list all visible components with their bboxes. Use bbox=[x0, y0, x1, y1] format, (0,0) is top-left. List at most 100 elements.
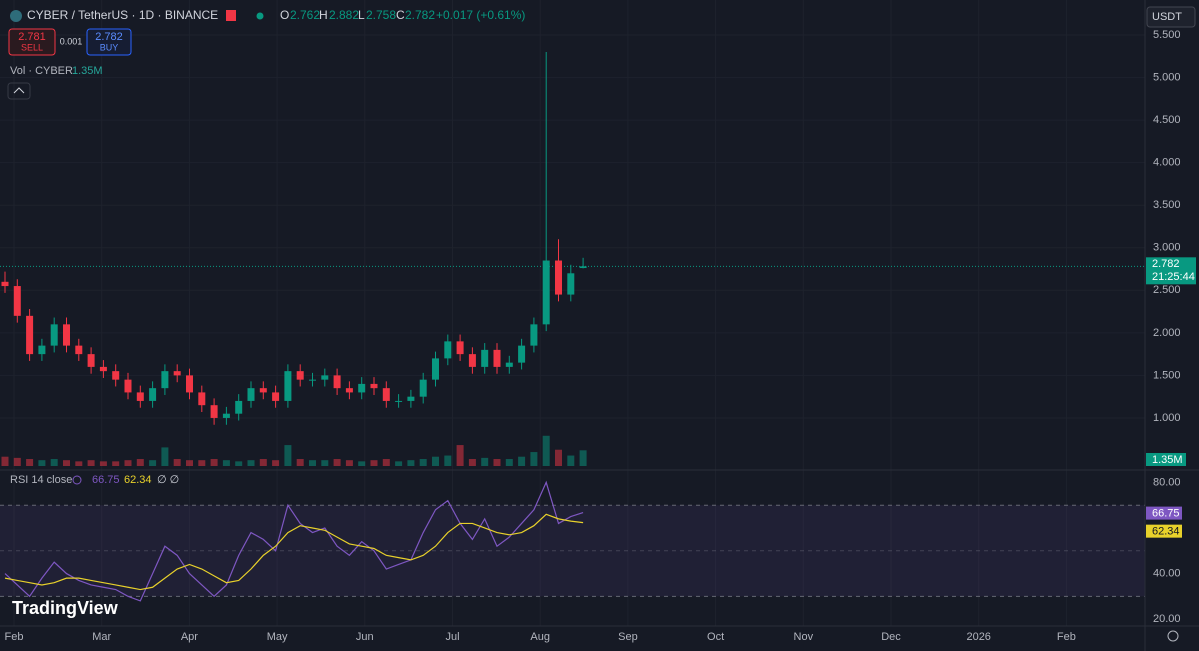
x-tick-label: Mar bbox=[92, 631, 111, 643]
candle-body bbox=[87, 354, 95, 367]
x-tick-label: Jun bbox=[356, 631, 374, 643]
volume-bar bbox=[198, 460, 206, 466]
buy-button[interactable] bbox=[86, 28, 132, 56]
rsi-ma-value: 62.34 bbox=[124, 474, 152, 486]
volume-bar bbox=[50, 459, 58, 466]
candle-body bbox=[173, 371, 181, 376]
y-tick-label: 3.500 bbox=[1153, 199, 1181, 211]
settings-icon[interactable] bbox=[1167, 630, 1179, 642]
volume-bar bbox=[333, 459, 341, 466]
currency-button[interactable] bbox=[1146, 6, 1196, 28]
volume-bar bbox=[284, 445, 292, 466]
candle-body bbox=[555, 260, 562, 295]
y-tick-label: 1.500 bbox=[1153, 369, 1181, 381]
candle-body bbox=[247, 388, 255, 401]
rsi-badge-value: 66.75 bbox=[1152, 508, 1180, 520]
candle-body bbox=[456, 341, 464, 355]
collapse-button[interactable] bbox=[7, 82, 31, 100]
candle-body bbox=[161, 371, 169, 389]
candle-body bbox=[259, 388, 267, 393]
candle-body bbox=[370, 383, 378, 389]
volume-bar bbox=[136, 459, 144, 466]
x-tick-label: Jul bbox=[445, 631, 459, 643]
volume-bar bbox=[1, 456, 9, 466]
x-tick-label: Aug bbox=[530, 631, 550, 643]
volume-bar bbox=[407, 460, 415, 466]
candle-body bbox=[186, 375, 193, 393]
volume-bar bbox=[309, 460, 316, 466]
volume-bar bbox=[481, 457, 489, 466]
currency: USDT bbox=[1152, 11, 1182, 23]
candle-body bbox=[210, 405, 218, 418]
candle-body bbox=[235, 400, 243, 414]
symbol: CYBER / TetherUS · 1D · BINANCE bbox=[27, 8, 218, 22]
candle-body bbox=[567, 273, 575, 295]
candle-body bbox=[321, 375, 329, 380]
rsi-ma-line bbox=[4, 513, 584, 591]
volume-bar bbox=[186, 460, 193, 466]
candle-body bbox=[99, 366, 107, 372]
volume-bar bbox=[13, 457, 21, 466]
volume-bar bbox=[456, 445, 464, 466]
y-tick-label: 5.000 bbox=[1153, 71, 1181, 83]
candle-body bbox=[50, 324, 58, 346]
volume-bar bbox=[382, 459, 390, 466]
volume-bar bbox=[321, 460, 329, 466]
candle-body bbox=[481, 349, 489, 367]
x-tick-label: Feb bbox=[5, 631, 24, 643]
volume-bar bbox=[259, 459, 267, 466]
volume-bar bbox=[555, 449, 562, 466]
rsi-band bbox=[0, 505, 1145, 597]
candle-body bbox=[493, 349, 501, 367]
flag-icon[interactable] bbox=[226, 10, 236, 21]
volume-bar bbox=[395, 461, 403, 466]
o-value: 2.762 bbox=[290, 8, 320, 22]
h-label: H bbox=[319, 8, 328, 22]
price-badge bbox=[1146, 257, 1196, 285]
buy-label: BUY bbox=[100, 42, 119, 52]
volume-bar bbox=[26, 459, 34, 466]
volume-bar bbox=[161, 447, 169, 466]
candle-body bbox=[395, 400, 403, 402]
volume-bar bbox=[99, 461, 107, 466]
rsi-tick-label: 40.00 bbox=[1153, 567, 1181, 579]
volume-bar bbox=[358, 461, 366, 466]
candle-body bbox=[13, 286, 21, 316]
x-tick-label: Nov bbox=[794, 631, 814, 643]
volume-bar bbox=[235, 461, 243, 466]
candle-body bbox=[112, 371, 120, 380]
volume-bar bbox=[247, 460, 255, 466]
y-tick-label: 3.000 bbox=[1153, 242, 1181, 254]
candle-body bbox=[333, 375, 341, 389]
y-tick-label: 2.500 bbox=[1153, 284, 1181, 296]
volume-bar bbox=[468, 459, 476, 466]
volume-bar bbox=[272, 460, 280, 466]
candle-body bbox=[407, 396, 415, 401]
x-tick-label: 2026 bbox=[966, 631, 990, 643]
volume-badge bbox=[1146, 453, 1186, 466]
volume-bar bbox=[345, 460, 353, 466]
rsi-ma-badge-value: 62.34 bbox=[1152, 526, 1180, 538]
buy-price: 2.782 bbox=[95, 31, 123, 43]
volume-bar bbox=[149, 460, 157, 466]
candle-body bbox=[296, 371, 304, 380]
candle-body bbox=[432, 358, 439, 380]
sell-button[interactable] bbox=[8, 28, 56, 56]
candle-body bbox=[222, 413, 230, 418]
candle-body bbox=[63, 324, 70, 346]
candle-body bbox=[26, 315, 34, 355]
l-label: L bbox=[358, 8, 365, 22]
candle-body bbox=[382, 388, 390, 401]
volume-bar bbox=[432, 456, 439, 466]
rsi-badge bbox=[1146, 506, 1182, 520]
volume-bar bbox=[493, 459, 501, 466]
brand: TradingView bbox=[12, 598, 119, 618]
candle-body bbox=[444, 341, 452, 359]
rsi-icon bbox=[72, 475, 82, 485]
volume-bar bbox=[505, 459, 513, 466]
candle-body bbox=[272, 392, 280, 401]
volume-bar bbox=[370, 460, 378, 466]
volume-bar bbox=[419, 459, 427, 466]
